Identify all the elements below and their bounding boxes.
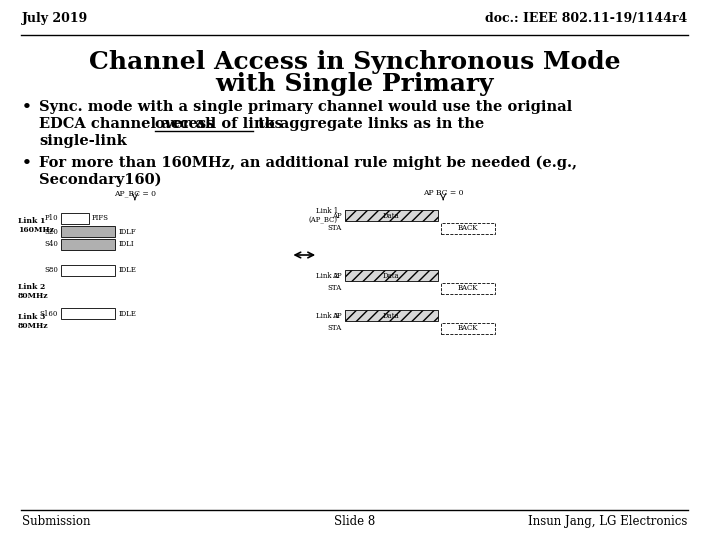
Text: STA: STA (328, 225, 342, 233)
Bar (345, 210, 438, 221)
Bar (441, 223, 495, 234)
Text: S20: S20 (44, 227, 58, 235)
Text: Link 2
80MHz: Link 2 80MHz (18, 283, 48, 300)
Text: BACK: BACK (458, 285, 479, 293)
Text: BACK: BACK (458, 225, 479, 233)
Bar (61, 265, 115, 276)
Text: AP BC = 0: AP BC = 0 (423, 189, 464, 197)
Text: PIFS: PIFS (91, 214, 109, 222)
Bar (61, 226, 115, 237)
Bar (441, 283, 495, 294)
Text: P10: P10 (45, 214, 58, 222)
Bar (61, 213, 89, 224)
Text: Channel Access in Synchronous Mode: Channel Access in Synchronous Mode (89, 50, 621, 74)
Text: S160: S160 (40, 309, 58, 318)
Text: to aggregate links as in the: to aggregate links as in the (253, 117, 484, 131)
Text: over all of links: over all of links (155, 117, 282, 131)
Text: AP: AP (332, 312, 342, 320)
Text: Slide 8: Slide 8 (334, 515, 375, 528)
Text: S40: S40 (44, 240, 58, 248)
Text: Secondary160): Secondary160) (40, 173, 162, 187)
Text: Link 1
160MHz: Link 1 160MHz (18, 217, 54, 234)
Text: single-link: single-link (40, 134, 127, 148)
Text: Insun Jang, LG Electronics: Insun Jang, LG Electronics (528, 515, 688, 528)
Bar (345, 270, 438, 281)
Text: July 2019: July 2019 (22, 12, 88, 25)
Text: AP: AP (332, 272, 342, 280)
Text: IDLF: IDLF (118, 227, 136, 235)
Text: •: • (22, 100, 32, 114)
Text: STA: STA (328, 285, 342, 293)
Text: Link 3
80MHz: Link 3 80MHz (18, 313, 48, 330)
Text: IDLE: IDLE (118, 267, 136, 274)
Text: AP_BC = 0: AP_BC = 0 (114, 189, 156, 197)
Text: IDLI: IDLI (118, 240, 134, 248)
Text: Data: Data (383, 272, 400, 280)
Text: STA: STA (328, 325, 342, 333)
Text: Data: Data (383, 212, 400, 219)
Text: IDLE: IDLE (118, 309, 136, 318)
Text: AP: AP (332, 212, 342, 219)
Bar (61, 239, 115, 250)
Text: For more than 160MHz, an additional rule might be needed (e.g.,: For more than 160MHz, an additional rule… (40, 156, 577, 171)
Text: Sync. mode with a single primary channel would use the original: Sync. mode with a single primary channel… (40, 100, 572, 114)
Text: BACK: BACK (458, 325, 479, 333)
Text: doc.: IEEE 802.11-19/1144r4: doc.: IEEE 802.11-19/1144r4 (485, 12, 688, 25)
Bar (441, 323, 495, 334)
Bar (61, 308, 115, 319)
Text: Link 2: Link 2 (315, 272, 338, 280)
Text: Data: Data (383, 312, 400, 320)
Text: EDCA channel access: EDCA channel access (40, 117, 220, 131)
Text: Submission: Submission (22, 515, 90, 528)
Text: S80: S80 (44, 267, 58, 274)
Text: •: • (22, 156, 32, 170)
Text: Link 1
(AP_BC): Link 1 (AP_BC) (309, 207, 338, 224)
Text: with Single Primary: with Single Primary (215, 72, 494, 96)
Bar (345, 310, 438, 321)
Text: Link 3: Link 3 (315, 312, 338, 320)
